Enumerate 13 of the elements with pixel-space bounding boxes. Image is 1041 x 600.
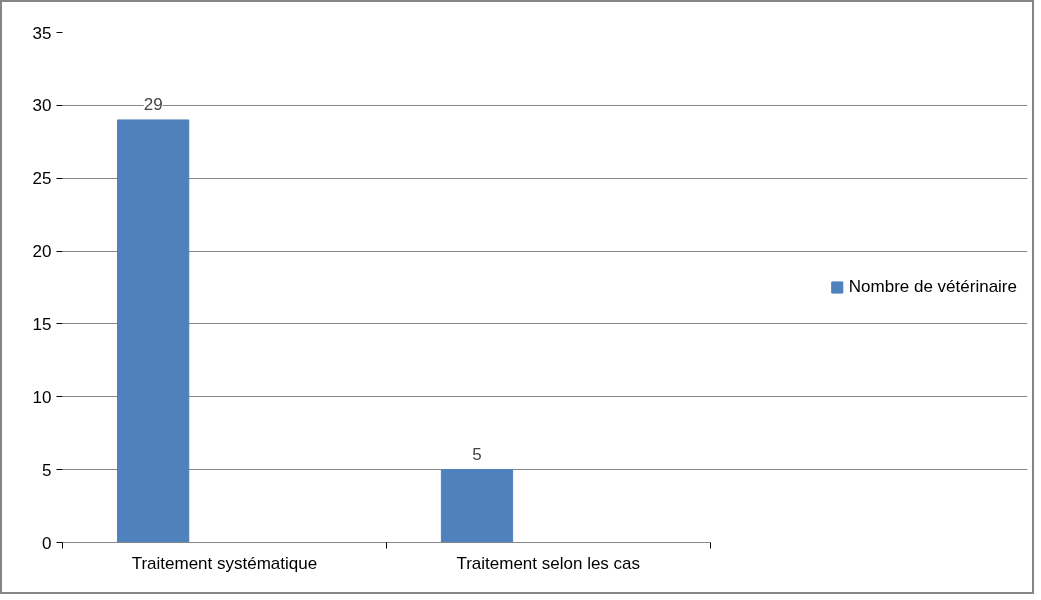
y-tick-label: 35	[32, 23, 52, 43]
y-tick-label: 5	[42, 460, 52, 480]
x-tick-label: Traitement systématique	[131, 553, 318, 573]
y-tick-label: 25	[32, 169, 52, 189]
y-tick-label: 10	[32, 387, 52, 407]
x-tick-label: Traitement selon les cas	[456, 553, 641, 573]
y-tick-label: 15	[32, 314, 52, 334]
y-tick-label: 30	[32, 96, 52, 116]
data-label: 29	[143, 94, 163, 114]
y-tick-label: 20	[32, 242, 52, 262]
data-label: 5	[472, 444, 482, 464]
y-tick-label: 0	[42, 533, 52, 553]
legend-label: Nombre de vétérinaire	[848, 277, 1017, 297]
